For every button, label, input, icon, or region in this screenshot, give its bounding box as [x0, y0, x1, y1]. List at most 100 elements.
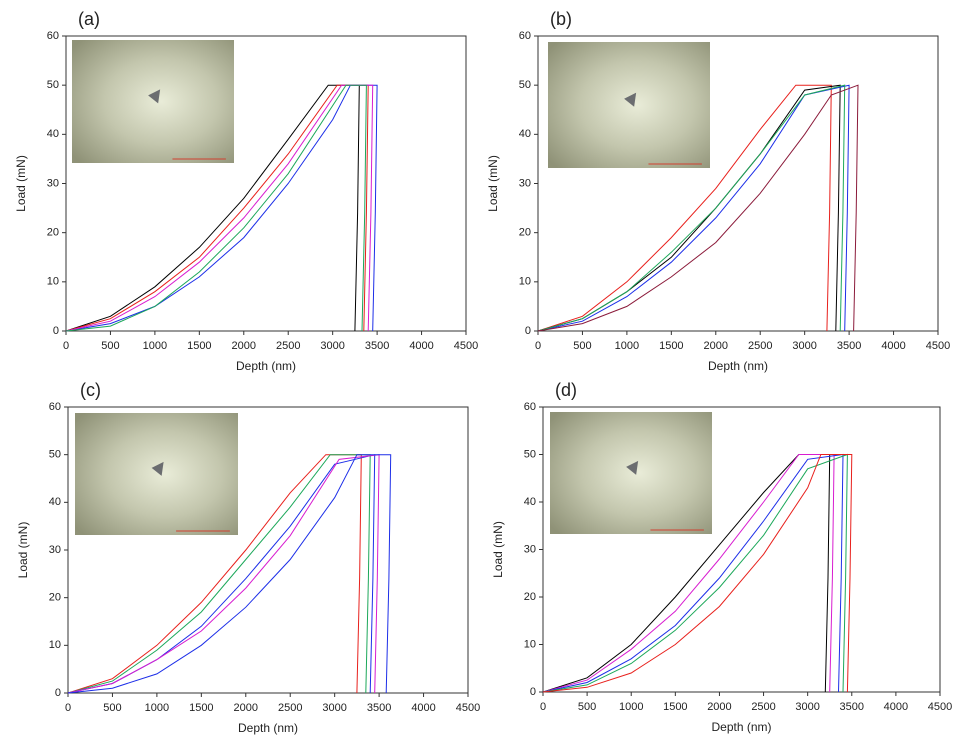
x-tick-label: 0	[63, 340, 69, 352]
x-axis-label: Depth (nm)	[238, 721, 298, 735]
y-tick-label: 40	[49, 496, 61, 508]
panel: 0 500 1000 1500 2000 2500 3000 3500 4000 4500 0 10 2…	[491, 380, 952, 734]
load-curve	[65, 84, 360, 332]
y-axis-label: Load (mN)	[14, 155, 28, 212]
x-tick-label: 1000	[145, 702, 169, 714]
x-tick-label: 0	[535, 340, 541, 352]
y-tick-label: 50	[519, 79, 531, 91]
x-tick-label: 2000	[234, 702, 258, 714]
x-tick-label: 3000	[320, 340, 344, 352]
x-tick-label: 3500	[365, 340, 389, 352]
x-tick-label: 4500	[926, 340, 950, 352]
x-tick-label: 2500	[748, 340, 772, 352]
inset-photo	[550, 412, 712, 534]
y-tick-label: 40	[524, 496, 536, 508]
x-tick-label: 3500	[837, 340, 861, 352]
y-tick-label: 40	[47, 128, 59, 140]
panel-title: (d)	[555, 380, 577, 400]
panel-title: (a)	[78, 9, 100, 29]
x-tick-label: 4000	[409, 340, 433, 352]
x-tick-label: 1000	[615, 340, 639, 352]
panel: 0 500 1000 1500 2000 2500 3000 3500 4000 4500 0 10 2…	[486, 9, 950, 373]
x-tick-label: 1500	[189, 702, 213, 714]
y-tick-label: 0	[530, 686, 536, 698]
indent-mark	[148, 89, 161, 104]
panel: 0 500 1000 1500 2000 2500 3000 3500 4000 4500 0 10 2…	[14, 9, 478, 373]
x-tick-label: 0	[540, 701, 546, 713]
x-tick-label: 1500	[663, 701, 687, 713]
x-axis-label: Depth (nm)	[708, 359, 768, 373]
y-tick-label: 60	[49, 401, 61, 413]
x-tick-label: 3500	[840, 701, 864, 713]
load-curve	[537, 84, 846, 332]
y-tick-label: 30	[524, 543, 536, 555]
load-curve	[537, 84, 832, 332]
x-tick-label: 4500	[456, 702, 480, 714]
inset-photo	[75, 413, 238, 535]
x-tick-label: 2500	[276, 340, 300, 352]
y-tick-label: 60	[524, 401, 536, 413]
y-tick-label: 30	[47, 177, 59, 189]
y-axis-label: Load (mN)	[491, 521, 505, 578]
load-curve	[65, 84, 369, 332]
x-tick-label: 3500	[367, 702, 391, 714]
load-curve	[537, 84, 859, 332]
panel-title: (b)	[550, 9, 572, 29]
x-tick-label: 3000	[322, 702, 346, 714]
x-tick-label: 500	[578, 701, 596, 713]
x-tick-label: 4000	[881, 340, 905, 352]
y-tick-label: 30	[49, 544, 61, 556]
x-tick-label: 1500	[659, 340, 683, 352]
x-tick-label: 2500	[278, 702, 302, 714]
y-axis-label: Load (mN)	[486, 155, 500, 212]
x-tick-label: 4500	[928, 701, 952, 713]
load-curve	[542, 453, 848, 693]
y-tick-label: 50	[47, 79, 59, 91]
y-tick-label: 50	[524, 448, 536, 460]
y-tick-label: 60	[519, 30, 531, 42]
x-tick-label: 2000	[704, 340, 728, 352]
y-tick-label: 10	[47, 276, 59, 288]
load-curve	[65, 84, 374, 332]
indent-mark	[151, 461, 164, 476]
x-tick-label: 1000	[619, 701, 643, 713]
y-tick-label: 10	[524, 638, 536, 650]
x-tick-label: 3000	[792, 340, 816, 352]
x-tick-label: 4000	[884, 701, 908, 713]
indent-mark	[624, 92, 637, 107]
y-tick-label: 40	[519, 128, 531, 140]
load-curve	[67, 454, 392, 694]
y-tick-label: 10	[49, 639, 61, 651]
x-axis-label: Depth (nm)	[711, 720, 771, 734]
x-tick-label: 1000	[143, 340, 167, 352]
inset-photo	[548, 42, 710, 168]
load-curve	[67, 454, 371, 694]
x-tick-label: 3000	[795, 701, 819, 713]
load-curve	[542, 454, 853, 693]
y-tick-label: 50	[49, 449, 61, 461]
x-tick-label: 2500	[751, 701, 775, 713]
load-curve	[542, 454, 835, 693]
x-tick-label: 500	[101, 340, 119, 352]
y-tick-label: 30	[519, 177, 531, 189]
indent-mark	[626, 460, 639, 475]
load-curve	[537, 84, 850, 332]
load-curve	[542, 453, 844, 693]
panel: 0 500 1000 1500 2000 2500 3000 3500 4000 4500 0 10 2…	[16, 380, 480, 735]
load-curve	[65, 84, 378, 332]
y-tick-label: 20	[524, 591, 536, 603]
x-tick-label: 500	[103, 702, 121, 714]
x-tick-label: 0	[65, 702, 71, 714]
load-curve	[65, 84, 367, 332]
y-tick-label: 60	[47, 30, 59, 42]
x-tick-label: 4500	[454, 340, 478, 352]
y-tick-label: 20	[47, 227, 59, 239]
y-tick-label: 10	[519, 276, 531, 288]
inset-photo	[72, 40, 234, 163]
x-axis-label: Depth (nm)	[236, 359, 296, 373]
y-tick-label: 0	[525, 325, 531, 337]
x-tick-label: 500	[573, 340, 591, 352]
y-tick-label: 0	[55, 687, 61, 699]
load-curve	[542, 454, 831, 693]
